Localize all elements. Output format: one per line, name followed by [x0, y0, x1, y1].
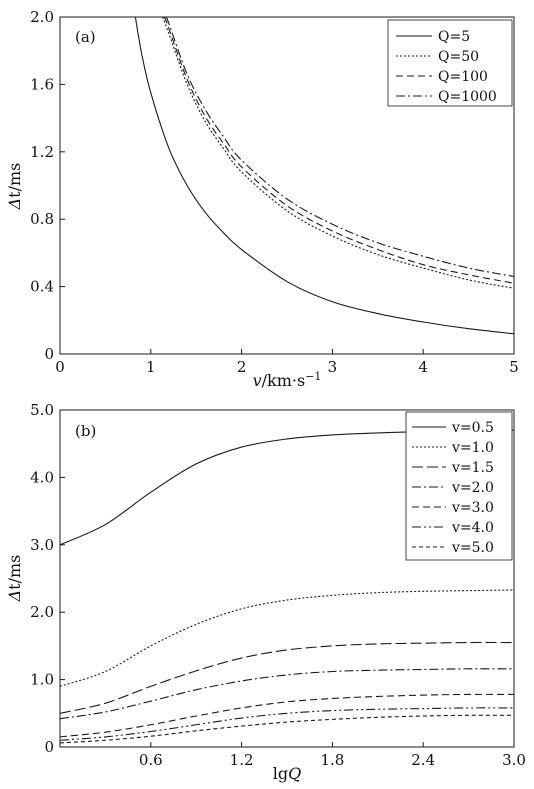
legend-label: v=1.5 [451, 460, 494, 476]
x-tick-label: 4 [418, 358, 428, 376]
series-line-b-2 [60, 641, 514, 714]
x-tick-label: 3 [328, 358, 338, 376]
y-tick-label: 0 [44, 345, 54, 363]
plot-frame-b [59, 409, 515, 748]
ticks-b: 0.6 1.2 1.8 2.4 3.0 0 1.0 2.0 3.0 4.0 5.0 [30, 401, 526, 769]
legend-label: v=5.0 [451, 540, 494, 556]
legend-label: v=2.0 [451, 480, 494, 496]
y-tick-label: 2.0 [30, 8, 54, 26]
legend-label: v=0.5 [451, 420, 494, 436]
legend-label: Q=100 [438, 69, 488, 85]
x-tick-label: 1.2 [230, 751, 254, 769]
series-line-a-2 [163, 17, 514, 284]
y-axis-title-b: Δt/ms [5, 555, 24, 603]
x-tick-label: 5 [509, 358, 519, 376]
y-tick-label: 1.0 [30, 671, 54, 689]
y-tick-label: 0 [44, 738, 54, 756]
series-a [134, 17, 514, 335]
y-tick-label: 5.0 [30, 401, 54, 419]
legend-label: v=4.0 [451, 520, 494, 536]
ticks-a: 0 1 2 3 4 5 0 0.4 0.8 1.2 1.6 2.0 [30, 8, 519, 376]
legend-a: Q=5 Q=50 Q=100 Q=1000 [387, 19, 513, 107]
y-tick-label: 2.0 [30, 603, 54, 621]
panel-tag-a: (a) [75, 28, 96, 46]
x-tick-label: 0.6 [139, 751, 163, 769]
panel-b: (b) Δt/ms lgQ 0.6 1.2 1.8 2.4 3.0 0 1.0 2.0 3.0 4… [5, 401, 526, 783]
legend-b: v=0.5 v=1.0 v=1.5 v=2.0 v=3.0 v=4.0 v=5.0 [405, 411, 513, 561]
y-tick-label: 3.0 [30, 536, 54, 554]
legend-label: Q=5 [438, 29, 470, 45]
y-tick-label: 0.8 [30, 210, 54, 228]
legend-box-a [387, 19, 513, 107]
series-line-b-4 [60, 693, 514, 738]
series-line-b-5 [60, 707, 514, 741]
series-line-b-6 [60, 714, 514, 744]
series-line-b-1 [60, 589, 514, 687]
x-tick-label: 1.8 [320, 751, 344, 769]
y-tick-label: 0.4 [30, 278, 54, 296]
series-line-a-3 [165, 17, 514, 278]
legend-label: Q=1000 [438, 89, 497, 105]
legend-label: Q=50 [438, 49, 479, 65]
panel-tag-b: (b) [75, 422, 96, 440]
x-tick-label: 0 [55, 358, 65, 376]
x-tick-label: 3.0 [502, 751, 526, 769]
legend-box-b [405, 411, 513, 561]
legend-label: v=3.0 [451, 500, 494, 516]
series-line-b-3 [60, 668, 514, 720]
series-line-a-0 [134, 17, 514, 335]
x-axis-title-a: v/km·s−1 [253, 370, 322, 390]
x-tick-label: 1 [146, 358, 156, 376]
y-tick-label: 1.2 [30, 143, 54, 161]
panel-a: (a) Δt/ms v/km·s−1 0 1 2 3 4 5 0 0.4 0.8 1.2 1.6 2.… [5, 8, 519, 390]
x-axis-title-b: lgQ [273, 764, 301, 783]
y-tick-label: 1.6 [30, 75, 54, 93]
y-axis-title-a: Δt/ms [5, 163, 24, 211]
y-tick-label: 4.0 [30, 468, 54, 486]
x-tick-label: 2 [237, 358, 247, 376]
plot-frame-a [59, 16, 515, 355]
x-tick-label: 2.4 [411, 751, 435, 769]
legend-label: v=1.0 [451, 440, 494, 456]
series-b [60, 429, 514, 744]
